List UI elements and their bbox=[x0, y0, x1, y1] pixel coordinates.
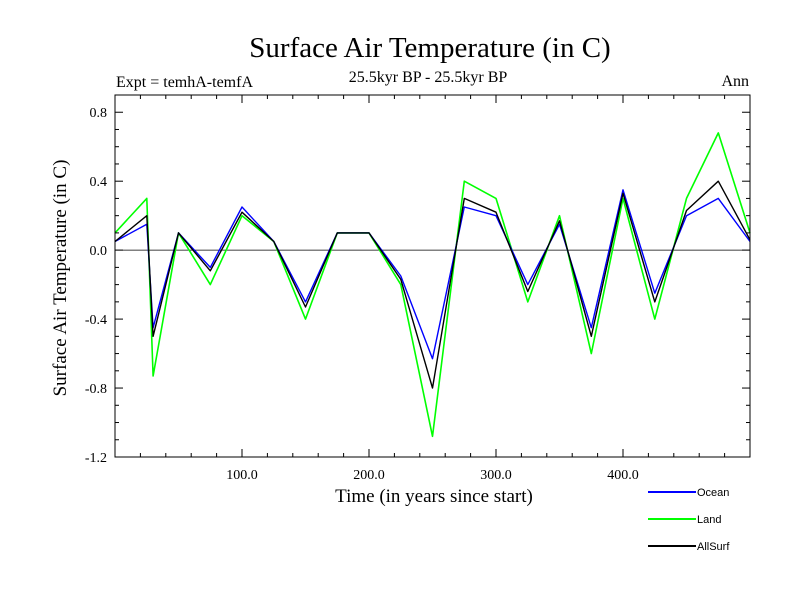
series-line-ocean bbox=[114, 189, 751, 360]
series-line-allsurf bbox=[114, 180, 751, 389]
y-tick-label: -1.2 bbox=[85, 451, 107, 466]
y-tick-label: 0.0 bbox=[90, 244, 108, 259]
period-label: Ann bbox=[721, 73, 749, 90]
axes: -1.2 -0.8 -0.4 0.0 0.4 0.8 100.0 200.0 300.0 400.… bbox=[85, 94, 750, 483]
chart-subtitle: 25.5kyr BP - 25.5kyr BP bbox=[349, 69, 508, 86]
y-tick-label: 0.8 bbox=[90, 106, 108, 121]
legend-label-land: Land bbox=[697, 514, 721, 526]
x-tick-label: 400.0 bbox=[607, 468, 639, 483]
series-line-land bbox=[114, 132, 751, 438]
legend: Ocean Land AllSurf bbox=[648, 487, 730, 553]
x-tick-label: 200.0 bbox=[353, 468, 385, 483]
y-tick-label: 0.4 bbox=[90, 175, 108, 190]
y-tick-label: -0.4 bbox=[85, 313, 107, 328]
y-axis-label: Surface Air Temperature (in C) bbox=[50, 160, 71, 397]
plot-area bbox=[114, 132, 751, 438]
x-tick-label: 300.0 bbox=[480, 468, 512, 483]
legend-label-allsurf: AllSurf bbox=[697, 541, 730, 553]
x-axis-label: Time (in years since start) bbox=[335, 486, 533, 507]
x-tick-label: 100.0 bbox=[226, 468, 258, 483]
plot-frame bbox=[114, 94, 751, 458]
chart-title: Surface Air Temperature (in C) bbox=[249, 32, 610, 64]
y-tick-label: -0.8 bbox=[85, 382, 107, 397]
experiment-label: Expt = temhA-temfA bbox=[116, 74, 253, 91]
legend-label-ocean: Ocean bbox=[697, 487, 729, 499]
